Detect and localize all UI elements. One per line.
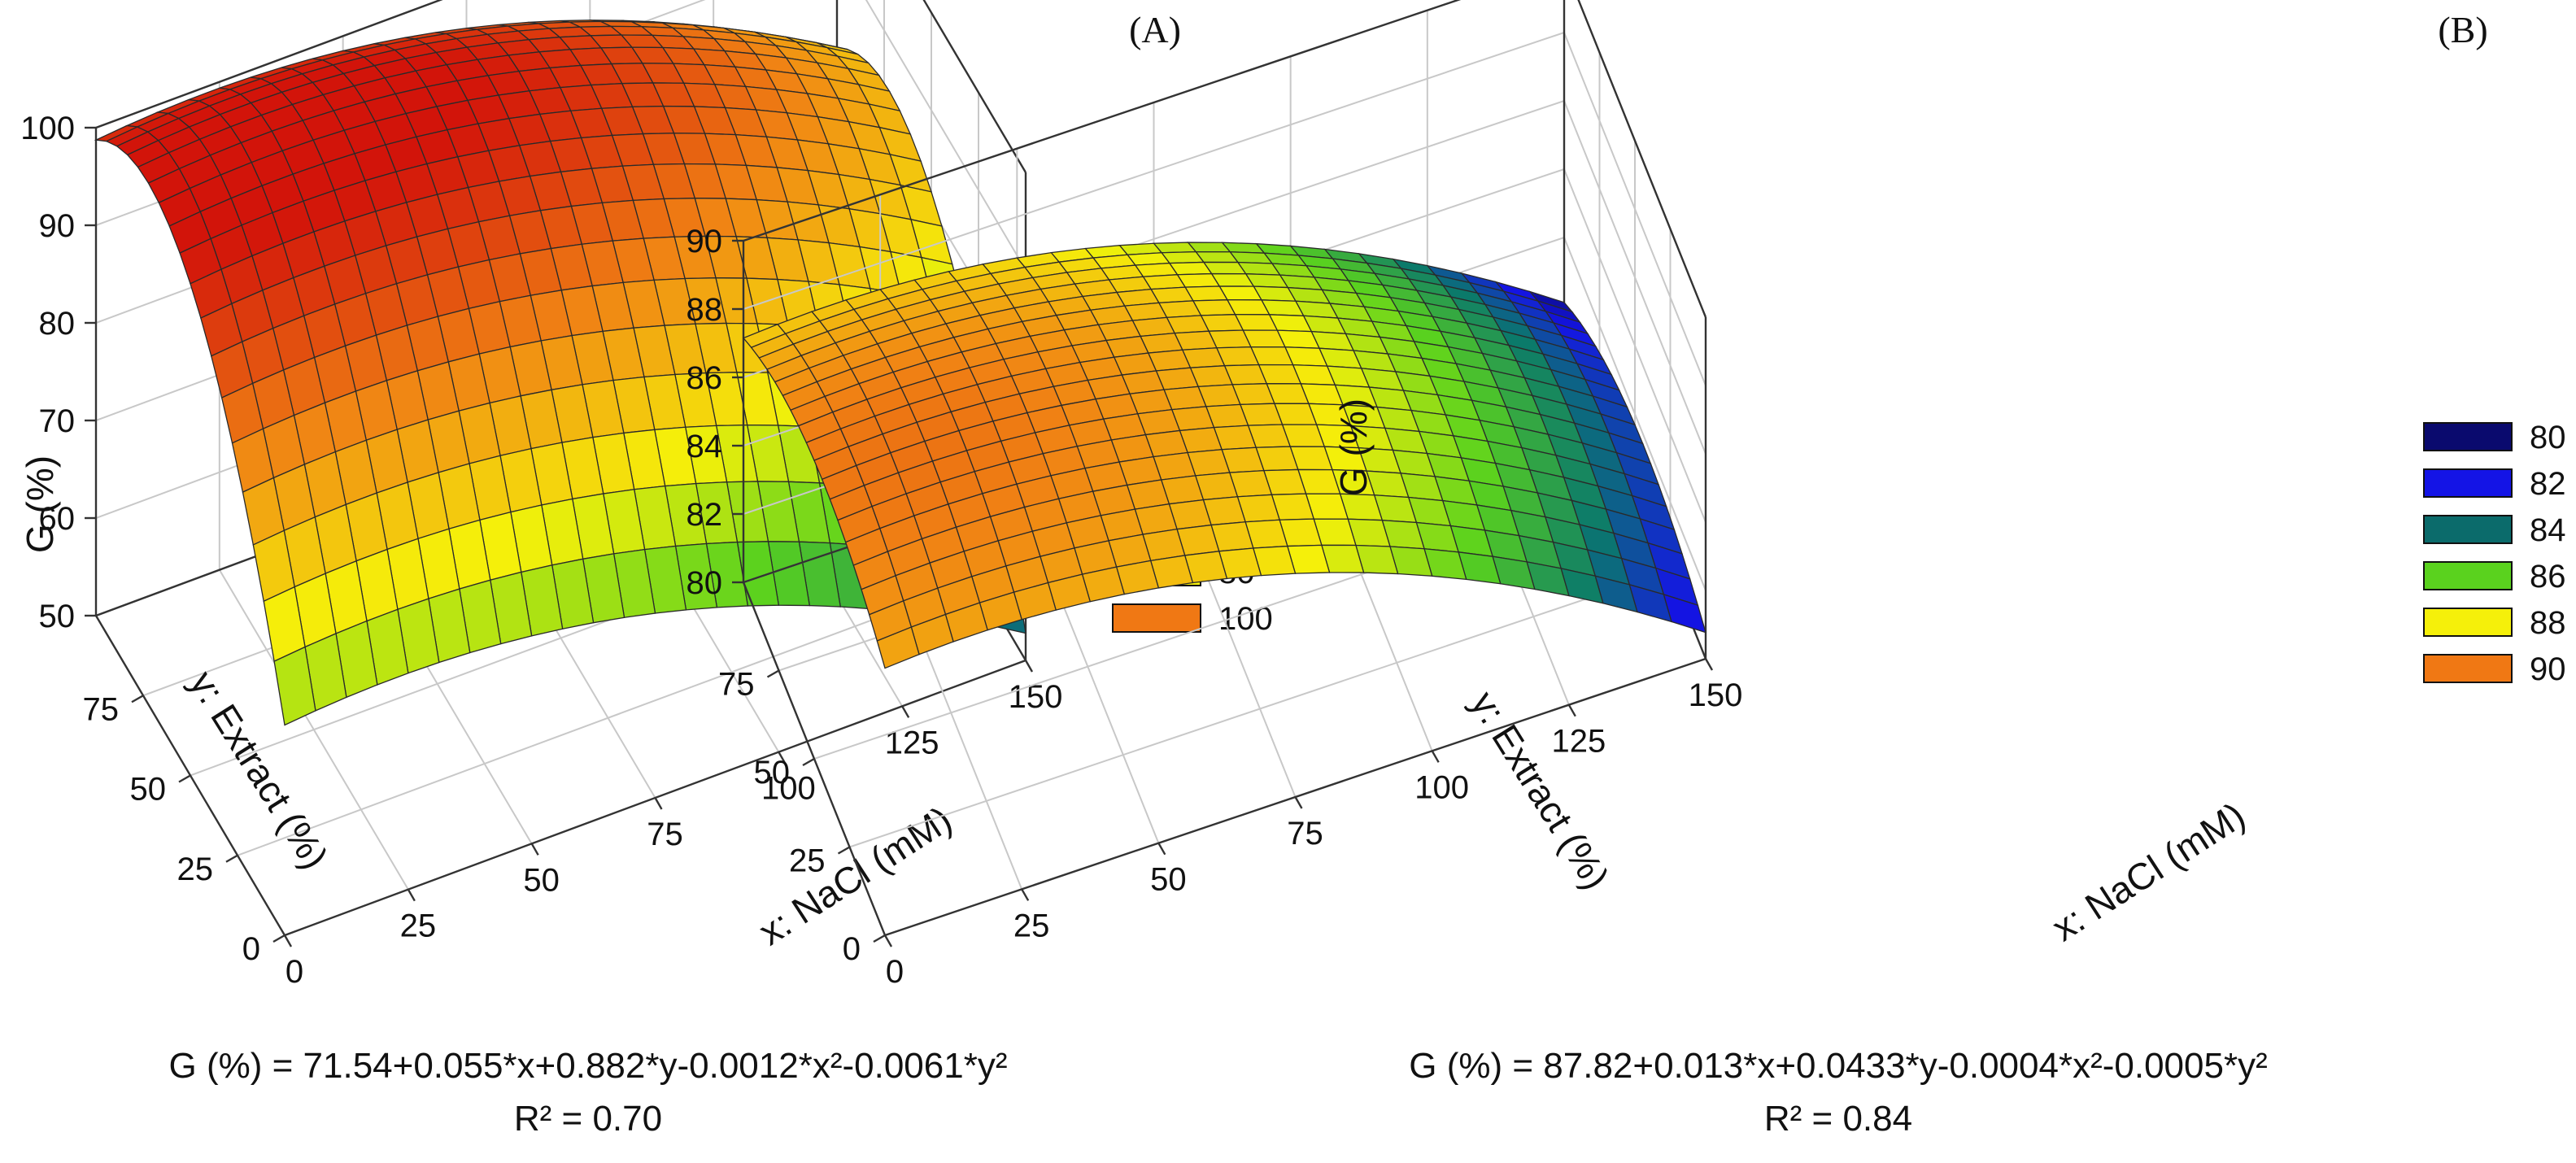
x-tick-label: 125 — [885, 725, 939, 760]
r-squared: R² = 0.84 — [1764, 1099, 1912, 1139]
x-tick-mark — [1567, 704, 1576, 717]
x-tick-mark — [654, 797, 663, 810]
x-tick-mark — [283, 934, 293, 947]
tick-labels: 0 25 50 75 100 125 150 0 25 50 75 80 82 84 86 88 90 — [686, 224, 1743, 990]
x-tick-label: 25 — [400, 908, 437, 944]
y-tick-label: 0 — [843, 931, 861, 967]
z-tick-label: 100 — [20, 111, 75, 146]
x-tick-label: 0 — [285, 954, 303, 990]
x-tick-label: 100 — [1414, 769, 1469, 805]
y-tick-label-mark — [802, 757, 815, 767]
x-tick-label: 75 — [1287, 816, 1323, 852]
legend-swatch — [1112, 603, 1201, 633]
x-tick-label: 125 — [1551, 724, 1606, 760]
z-tick-label: 84 — [686, 429, 723, 464]
y-tick-label: 25 — [177, 852, 214, 887]
x-tick-mark — [901, 705, 910, 718]
x-tick-mark — [883, 934, 893, 947]
x-tick-mark — [1024, 660, 1034, 673]
y-tick-label-mark — [178, 774, 191, 783]
y-tick-label-mark — [131, 695, 144, 703]
z-tick-label: 82 — [686, 497, 723, 533]
z-tick-label: 70 — [39, 403, 76, 439]
legend-label: 88 — [2530, 605, 2566, 641]
y-tick-label-mark — [837, 846, 851, 855]
legend-swatch — [2423, 468, 2513, 498]
z-axis-title: G (%) — [19, 455, 61, 553]
model-equation: G (%) = 87.82+0.013*x+0.0433*y-0.0004*x²… — [1409, 1046, 2267, 1086]
x-tick-mark — [530, 843, 539, 856]
x-tick-mark — [1157, 843, 1166, 856]
legend-label: 90 — [2530, 651, 2566, 687]
z-tick-label: 86 — [686, 360, 723, 396]
legend-label: 82 — [2530, 466, 2566, 502]
panel-label: (A) — [1129, 9, 1181, 50]
x-tick-label: 25 — [1013, 908, 1050, 943]
y-tick-label-mark — [873, 934, 886, 943]
x-tick-mark — [1294, 796, 1303, 809]
top-back-edges — [95, 0, 1027, 173]
x-tick-label: 50 — [523, 862, 560, 898]
x-tick-label: 0 — [886, 954, 904, 990]
y-tick-label: 50 — [754, 755, 791, 791]
z-tick-label: 60 — [39, 501, 76, 537]
legend-label: 86 — [2530, 559, 2566, 595]
y-tick-label: 0 — [242, 931, 260, 967]
y-tick-label-mark — [225, 854, 238, 863]
z-tick-label: 90 — [686, 224, 723, 259]
z-tick-label: 88 — [686, 292, 723, 328]
y-tick-label: 75 — [83, 691, 120, 727]
r-squared: R² = 0.70 — [514, 1099, 662, 1139]
x-tick-mark — [1021, 888, 1030, 901]
legend: 80 82 84 86 88 90 — [2423, 420, 2566, 687]
panel-b-chart: 0 25 50 75 100 125 150 0 25 50 75 80 82 84 86 88 90 x: Na… — [686, 0, 2566, 1139]
x-tick-label: 100 — [761, 771, 816, 807]
y-axis-title: y: Extract (%) — [1462, 684, 1617, 897]
panel-label: (B) — [2438, 9, 2487, 50]
y-tick-label: 25 — [789, 843, 826, 879]
y-tick-label: 75 — [718, 667, 755, 703]
z-tick-label: 80 — [39, 306, 76, 342]
surface-patch — [876, 626, 920, 669]
x-tick-mark — [778, 751, 787, 764]
x-tick-mark — [1704, 658, 1714, 671]
top-back-edges — [743, 0, 1707, 318]
z-tick-label: 80 — [686, 565, 723, 601]
x-tick-mark — [1431, 750, 1440, 763]
x-tick-mark — [407, 889, 416, 902]
legend-swatch — [2423, 654, 2513, 683]
legend-swatch — [2423, 561, 2513, 590]
legend-swatch — [2423, 515, 2513, 544]
y-tick-label: 50 — [130, 772, 167, 808]
model-equation: G (%) = 71.54+0.055*x+0.882*y-0.0012*x²-… — [169, 1046, 1008, 1086]
legend-swatch — [2423, 422, 2513, 451]
legend-label: 84 — [2530, 512, 2566, 548]
legend-label: 80 — [2530, 420, 2566, 455]
y-tick-label-mark — [766, 669, 780, 678]
z-tick-label: 50 — [39, 599, 76, 634]
x-tick-label: 150 — [1689, 677, 1743, 713]
x-tick-label: 75 — [647, 817, 683, 852]
z-axis-title: G (%) — [1332, 399, 1375, 496]
z-tick-label: 90 — [39, 208, 76, 244]
x-tick-label: 50 — [1150, 862, 1187, 898]
surface — [742, 242, 1706, 669]
surface-patch — [273, 646, 316, 726]
x-axis-title: x: NaCl (mM) — [2045, 794, 2252, 949]
y-tick-label-mark — [272, 934, 285, 943]
legend-swatch — [2423, 608, 2513, 637]
